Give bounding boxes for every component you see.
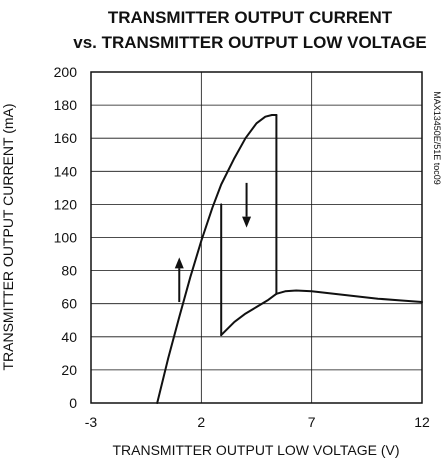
chart-code-label: MAX13450E/51E toc09 bbox=[432, 91, 442, 185]
arrow-up-head bbox=[174, 257, 184, 269]
grid-layer bbox=[91, 72, 422, 403]
y-tick-label: 200 bbox=[54, 64, 78, 80]
y-tick-label: 20 bbox=[61, 362, 77, 378]
y-tick-label: 160 bbox=[54, 130, 78, 146]
y-tick-labels: 0 20 40 60 80 100 120 140 160 180 200 bbox=[54, 64, 78, 411]
x-axis-label: TRANSMITTER OUTPUT LOW VOLTAGE (V) bbox=[112, 442, 399, 458]
x-tick-label: 12 bbox=[414, 414, 430, 430]
y-axis-label: TRANSMITTER OUTPUT CURRENT (mA) bbox=[0, 103, 16, 370]
series-line-2 bbox=[275, 289, 423, 303]
y-tick-label: 40 bbox=[61, 329, 77, 345]
y-tick-label: 120 bbox=[54, 196, 78, 212]
y-tick-label: 180 bbox=[54, 97, 78, 113]
chart-title-line-1: TRANSMITTER OUTPUT CURRENT bbox=[108, 8, 393, 27]
series-line-0 bbox=[156, 114, 278, 404]
series-layer bbox=[156, 114, 423, 404]
annotation-layer bbox=[174, 182, 252, 303]
x-tick-label: 2 bbox=[197, 414, 205, 430]
x-tick-labels: -3 2 7 12 bbox=[85, 414, 430, 430]
x-tick-label: 7 bbox=[308, 414, 316, 430]
arrow-down-head bbox=[242, 216, 252, 228]
series-line-4 bbox=[220, 292, 278, 337]
y-tick-label: 100 bbox=[54, 230, 78, 246]
y-tick-label: 80 bbox=[61, 263, 77, 279]
y-tick-label: 140 bbox=[54, 163, 78, 179]
x-tick-label: -3 bbox=[85, 414, 98, 430]
y-tick-label: 60 bbox=[61, 296, 77, 312]
plot-frame bbox=[90, 71, 423, 404]
y-tick-label: 0 bbox=[69, 395, 77, 411]
chart-title-line-2: vs. TRANSMITTER OUTPUT LOW VOLTAGE bbox=[73, 33, 427, 52]
